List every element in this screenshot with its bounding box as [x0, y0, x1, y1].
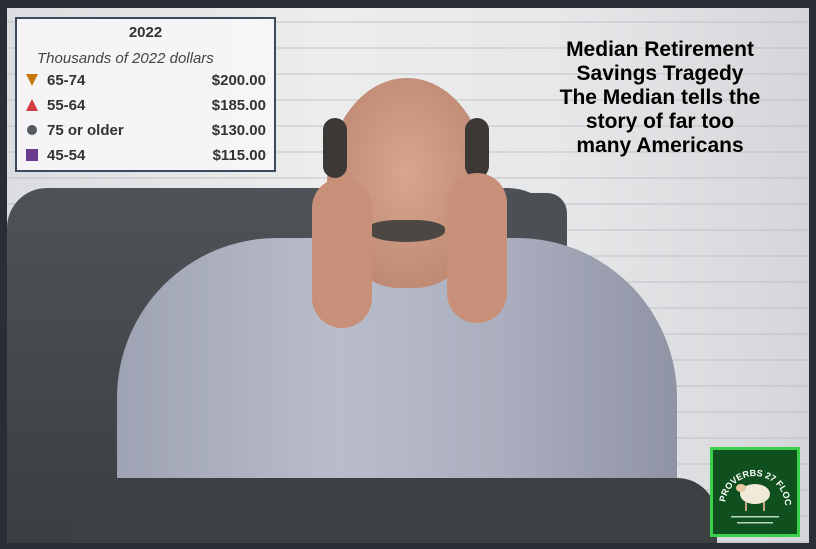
- legend-subtitle: Thousands of 2022 dollars: [37, 50, 214, 67]
- legend-item-label: 75 or older: [47, 122, 124, 139]
- proverbs-27-flocks-logo: PROVERBS 27 FLOCKS: [710, 442, 800, 537]
- legend-item: 45-54 $115.00: [17, 142, 274, 167]
- legend-item-value: $185.00: [211, 97, 266, 114]
- legend-item-label: 65-74: [47, 72, 86, 89]
- legend-item: 55-64 $185.00: [17, 92, 274, 117]
- sheep-logo-icon: PROVERBS 27 FLOCKS: [710, 442, 793, 524]
- circle-marker-icon: [27, 125, 37, 135]
- mustache: [367, 220, 445, 242]
- headline-line: story of far too: [585, 110, 735, 133]
- square-marker-icon: [26, 149, 38, 161]
- legend-item: 75 or older $130.00: [17, 117, 274, 142]
- headline-line: The Median tells the: [559, 86, 761, 109]
- hair: [323, 118, 347, 178]
- man-pants: [67, 478, 717, 543]
- legend-item: 65-74 $200.00: [17, 67, 274, 92]
- hair: [465, 118, 489, 178]
- photo-background: [7, 8, 809, 543]
- legend-box: 2022 Thousands of 2022 dollars 65-74 $20…: [15, 17, 276, 172]
- triangle-up-marker-icon: [26, 99, 38, 111]
- hand: [312, 178, 372, 328]
- headline-line: Savings Tragedy: [576, 62, 744, 85]
- legend-item-label: 55-64: [47, 97, 86, 114]
- legend-item-value: $200.00: [211, 72, 266, 89]
- headline-line: many Americans: [576, 134, 744, 157]
- legend-item-label: 45-54: [47, 147, 86, 164]
- triangle-down-marker-icon: [26, 74, 38, 86]
- legend-year: 2022: [128, 24, 163, 41]
- headline: Median Retirement Savings Tragedy The Me…: [520, 38, 800, 158]
- hand: [447, 173, 507, 323]
- legend-item-value: $115.00: [212, 147, 266, 164]
- legend-item-value: $130.00: [211, 122, 266, 139]
- headline-line: Median Retirement: [566, 38, 754, 61]
